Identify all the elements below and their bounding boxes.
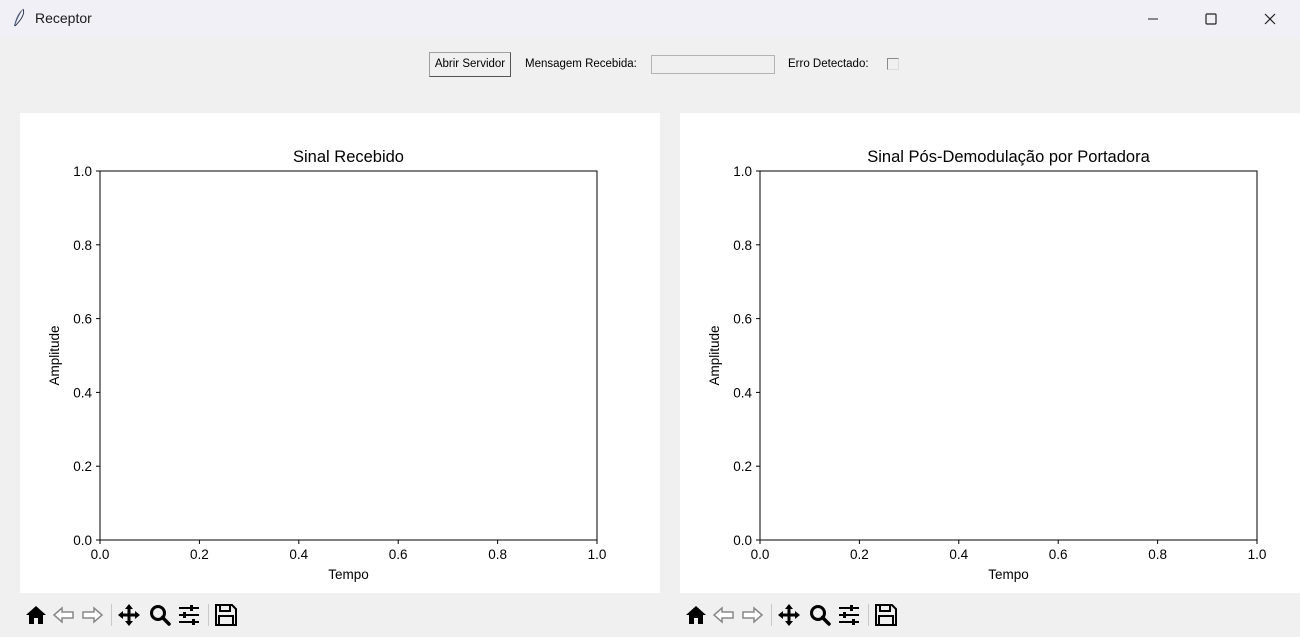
y-tick-label: 0.6 (733, 312, 752, 327)
error-label: Erro Detectado: (788, 58, 869, 70)
close-icon (1264, 13, 1276, 24)
x-tick-label: 0.6 (1049, 547, 1068, 562)
x-axis-label: Tempo (328, 567, 369, 582)
configure-subplots-icon[interactable] (176, 602, 202, 628)
y-tick-label: 0.2 (73, 459, 92, 474)
x-axis-label: Tempo (988, 567, 1029, 582)
x-tick-label: 1.0 (1248, 547, 1267, 562)
chart-title: Sinal Recebido (293, 148, 404, 166)
close-button[interactable] (1241, 0, 1299, 37)
save-icon[interactable] (873, 602, 899, 628)
plot-area-frame (759, 170, 1258, 541)
y-axis-label: Amplitude (47, 325, 62, 385)
x-tick-label: 1.0 (588, 547, 607, 562)
forward-icon[interactable] (79, 602, 105, 628)
window-title: Receptor (35, 10, 92, 26)
x-tick-label: 0.2 (850, 547, 869, 562)
y-tick-label: 1.0 (733, 164, 752, 179)
toolbar-separator (208, 604, 209, 626)
y-tick-label: 0.8 (73, 238, 92, 253)
zoom-icon[interactable] (807, 602, 833, 628)
configure-subplots-icon[interactable] (836, 602, 862, 628)
x-tick-label: 0.0 (91, 547, 110, 562)
x-tick-label: 0.4 (949, 547, 968, 562)
y-tick-label: 0.4 (733, 385, 752, 400)
demodulated-signal-plot: Sinal Pós-Demodulação por Portadora 0.0 0.… (680, 113, 1300, 593)
forward-icon[interactable] (739, 602, 765, 628)
minimize-icon (1148, 18, 1158, 19)
y-tick-label: 0.4 (73, 385, 92, 400)
pan-icon[interactable] (776, 602, 802, 628)
y-tick-label: 1.0 (73, 164, 92, 179)
x-tick-label: 0.4 (289, 547, 308, 562)
y-axis-label: Amplitude (707, 325, 722, 385)
x-tick-label: 0.8 (488, 547, 507, 562)
y-tick-label: 0.8 (733, 238, 752, 253)
title-bar: Receptor (0, 0, 1300, 37)
toolbar-separator (868, 604, 869, 626)
home-icon[interactable] (683, 602, 709, 628)
minimize-button[interactable] (1124, 0, 1182, 37)
zoom-icon[interactable] (147, 602, 173, 628)
toolbar-separator (771, 604, 772, 626)
toolbar-separator (111, 604, 112, 626)
received-signal-chart: Sinal Recebido 0.0 0.2 0.4 0.6 0.8 1.0 0.0 0.2 0.… (47, 148, 607, 582)
message-field[interactable] (651, 55, 775, 74)
chart-title: Sinal Pós-Demodulação por Portadora (867, 148, 1150, 166)
plot-area-frame (99, 170, 598, 541)
error-checkbox[interactable] (887, 58, 899, 70)
back-icon[interactable] (51, 602, 77, 628)
y-tick-label: 0.0 (733, 533, 752, 548)
x-tick-label: 0.2 (190, 547, 209, 562)
feather-icon (14, 8, 25, 27)
home-icon[interactable] (23, 602, 49, 628)
y-tick-label: 0.6 (73, 312, 92, 327)
y-tick-label: 0.2 (733, 459, 752, 474)
open-server-button[interactable]: Abrir Servidor (429, 52, 511, 77)
save-icon[interactable] (213, 602, 239, 628)
x-tick-label: 0.8 (1148, 547, 1167, 562)
pan-icon[interactable] (116, 602, 142, 628)
message-label: Mensagem Recebida: (525, 58, 637, 70)
y-tick-label: 0.0 (73, 533, 92, 548)
maximize-button[interactable] (1182, 0, 1240, 37)
back-icon[interactable] (711, 602, 737, 628)
x-tick-label: 0.6 (389, 547, 408, 562)
received-signal-plot: Sinal Recebido 0.0 0.2 0.4 0.6 0.8 1.0 0.0 0.2 0.… (20, 113, 660, 593)
x-tick-label: 0.0 (751, 547, 770, 562)
maximize-icon (1205, 12, 1217, 25)
